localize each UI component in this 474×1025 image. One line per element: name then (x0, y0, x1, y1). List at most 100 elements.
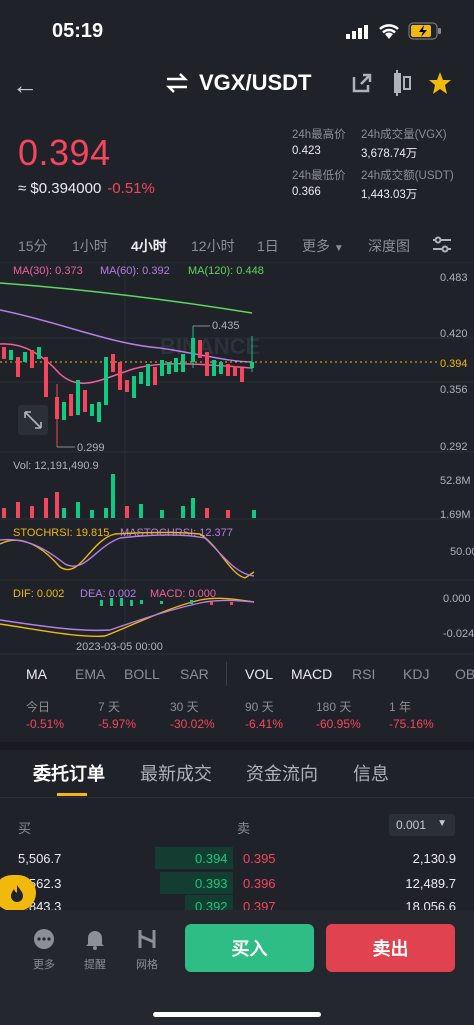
tab-more[interactable]: 更多 ▼ (302, 236, 344, 256)
perf-value: -5.97% (98, 717, 137, 731)
tab-info[interactable]: 信息 (353, 764, 389, 784)
bid-depth-bar (155, 847, 233, 869)
floating-badge[interactable] (0, 875, 36, 911)
axis-label: 0.292 (440, 441, 468, 453)
section-divider (0, 742, 474, 750)
perf-label: 180 天 (316, 700, 352, 714)
ask-price: 0.395 (243, 851, 276, 866)
dea-label: DEA: 0.002 (80, 588, 136, 600)
alert-label: 提醒 (84, 959, 106, 971)
last-price: 0.394 (18, 132, 111, 173)
ma30-label: MA(30): 0.373 (13, 265, 83, 277)
axis-label-current: 0.394 (440, 358, 468, 370)
perf-label: 1 年 (389, 700, 412, 714)
battery-icon (408, 22, 441, 40)
alert-button[interactable]: 提醒 (75, 928, 115, 972)
wifi-icon (379, 24, 399, 39)
bell-icon (86, 931, 104, 950)
chart-mode-icon[interactable] (390, 70, 414, 96)
ask-qty: 12,489.7 (405, 876, 456, 891)
volume-axis-max: 52.8M (440, 475, 471, 487)
bid-price: 0.394 (195, 851, 228, 866)
macd-axis-zero: 0.000 (443, 593, 471, 605)
perf-label: 30 天 (170, 700, 199, 714)
orderbook-row[interactable]: 5,562.3 0.393 0.396 12,489.7 (0, 872, 474, 900)
flame-icon (11, 885, 23, 902)
sell-header: 卖 (237, 821, 251, 836)
high-marker: 0.435 (212, 320, 240, 332)
buy-button[interactable]: 买入 (185, 924, 314, 972)
candlesticks (2, 326, 254, 447)
caret-down-icon: ▼ (437, 818, 447, 829)
ask-price: 0.396 (243, 876, 276, 891)
back-arrow-icon[interactable]: ← (12, 70, 38, 100)
indicator-kdj[interactable]: KDJ (403, 666, 430, 682)
tab-4h[interactable]: 4小时 (131, 238, 167, 254)
more-dots-icon (34, 929, 54, 949)
tab-15m[interactable]: 15分 (18, 238, 48, 254)
indicator-divider (226, 662, 227, 686)
perf-value: -75.16% (389, 717, 434, 731)
ma60-line (0, 309, 253, 363)
indicator-macd[interactable]: MACD (291, 666, 333, 682)
date-label: 2023-03-05 00:00 (76, 641, 163, 653)
axis-label: 0.356 (440, 384, 468, 396)
ask-qty: 2,130.9 (412, 851, 456, 866)
tab-1d[interactable]: 1日 (257, 238, 279, 254)
amount-value: 1,443.03万 (361, 189, 418, 201)
indicator-vol[interactable]: VOL (245, 666, 274, 682)
more-button[interactable]: 更多 (24, 928, 64, 972)
grid-bot-icon (138, 930, 156, 948)
status-bar: 05:19 (0, 0, 474, 60)
low-marker: 0.299 (77, 442, 105, 454)
ma120-line (0, 282, 253, 314)
indicator-boll[interactable]: BOLL (124, 666, 160, 682)
favorite-star-icon[interactable] (428, 71, 452, 95)
ma60-label: MA(60): 0.392 (100, 265, 170, 277)
tab-trades[interactable]: 最新成交 (140, 764, 212, 784)
indicator-ob[interactable]: OB (455, 666, 474, 682)
tab-12h[interactable]: 12小时 (191, 238, 235, 254)
indicator-rsi[interactable]: RSI (352, 666, 376, 682)
indicator-sar[interactable]: SAR (180, 666, 209, 682)
macd-label: MACD: 0.000 (150, 588, 216, 600)
indicator-ma[interactable]: MA (26, 666, 47, 682)
home-indicator (153, 1012, 321, 1017)
bid-depth-bar (160, 872, 233, 894)
volume-value: 3,678.74万 (361, 148, 418, 160)
sell-button[interactable]: 卖出 (326, 924, 455, 972)
high-label: 24h最高价 (292, 129, 346, 141)
dea-line (0, 599, 255, 632)
orderbook-row[interactable]: 5,506.7 0.394 0.395 2,130.9 (0, 847, 474, 875)
indicator-tabs: MA EMA BOLL SAR VOL MACD RSI KDJ OB (0, 662, 474, 688)
more-label: 更多 (33, 959, 55, 971)
tab-depth[interactable]: 深度图 (368, 238, 410, 254)
perf-label: 今日 (26, 700, 51, 714)
high-value: 0.423 (292, 145, 321, 157)
tab-1h[interactable]: 1小时 (72, 238, 108, 254)
usd-price: ≈ $0.394000 -0.51% (18, 180, 155, 197)
share-icon[interactable] (351, 72, 373, 94)
precision-value: 0.001 (396, 818, 427, 832)
caret-down-icon: ▼ (333, 243, 344, 254)
low-label: 24h最低价 (292, 170, 346, 182)
tab-orders[interactable]: 委托订单 (33, 764, 105, 784)
indicator-ema[interactable]: EMA (75, 666, 106, 682)
stochrsi-axis: 50.00 (450, 546, 474, 558)
bid-price: 0.393 (195, 876, 228, 891)
settings-sliders-icon[interactable] (432, 236, 452, 254)
amount-label: 24h成交额(USDT) (361, 170, 454, 182)
mastochrsi-line (0, 534, 255, 577)
tab-fund-flow[interactable]: 资金流向 (246, 764, 318, 784)
price-chart[interactable]: BINANCE MA(30): 0.373 MA(60): 0.392 MA(1… (0, 262, 474, 657)
dif-line (0, 597, 255, 638)
section-tabs: 委托订单 最新成交 资金流向 信息 (0, 752, 474, 798)
precision-select[interactable]: 0.001 ▼ (389, 814, 455, 836)
nav-bar: ← VGX/USDT (0, 62, 474, 108)
perf-value: -6.41% (245, 717, 284, 731)
grid-button[interactable]: 网格 (127, 928, 167, 972)
axis-label: 0.420 (440, 328, 468, 340)
volume-label: 24h成交量(VGX) (361, 129, 447, 141)
macd-axis-min: -0.024 (443, 628, 474, 640)
pair-title[interactable]: VGX/USDT (165, 70, 311, 96)
